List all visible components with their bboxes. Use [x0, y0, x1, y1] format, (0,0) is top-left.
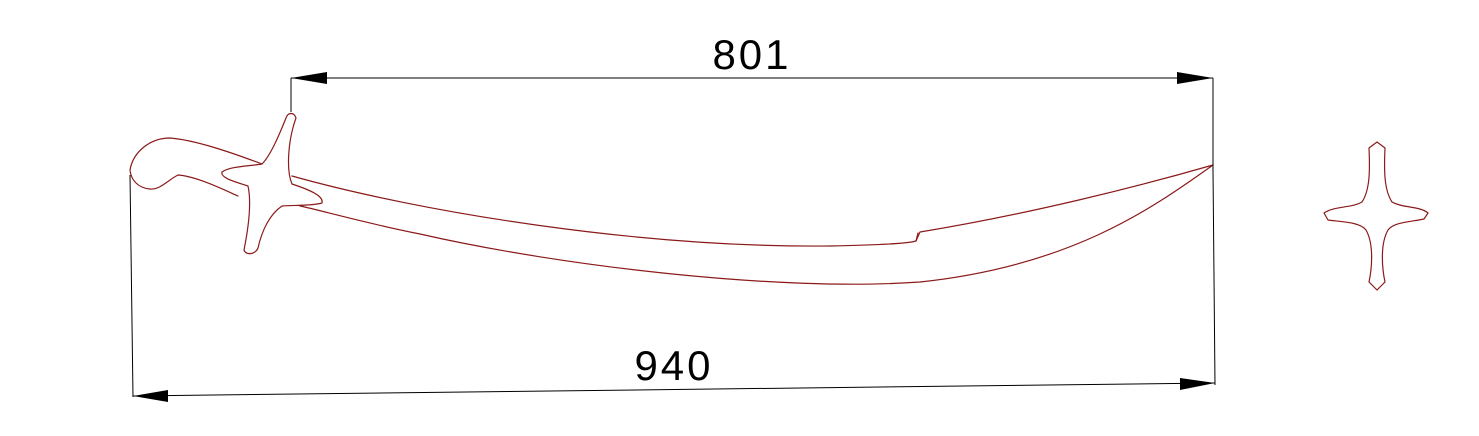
dim-bottom-arrow-left: [133, 390, 168, 402]
dim-top-arrow-left: [291, 72, 327, 84]
dimension-overall-length: 940: [129, 169, 1216, 402]
sword-pommel-outline: [129, 137, 263, 197]
sword-side-view: [129, 112, 1214, 285]
dimension-blade-length: 801: [290, 31, 1214, 170]
dim-bottom-extension-left: [129, 174, 134, 398]
dim-bottom-arrow-right: [1180, 378, 1215, 390]
dim-bottom-line: [132, 382, 1216, 397]
guard-detail-view: [1323, 141, 1429, 291]
sword-blade-outline: [291, 164, 1214, 285]
dim-bottom-extension-right: [1212, 169, 1216, 386]
sword-crossguard-outline: [221, 112, 323, 255]
dim-bottom-value: 940: [634, 342, 713, 389]
guard-detail-outline: [1323, 141, 1429, 291]
sword-blade-notch: [915, 232, 919, 242]
dim-top-value: 801: [712, 31, 791, 78]
dim-top-arrow-right: [1177, 72, 1213, 84]
